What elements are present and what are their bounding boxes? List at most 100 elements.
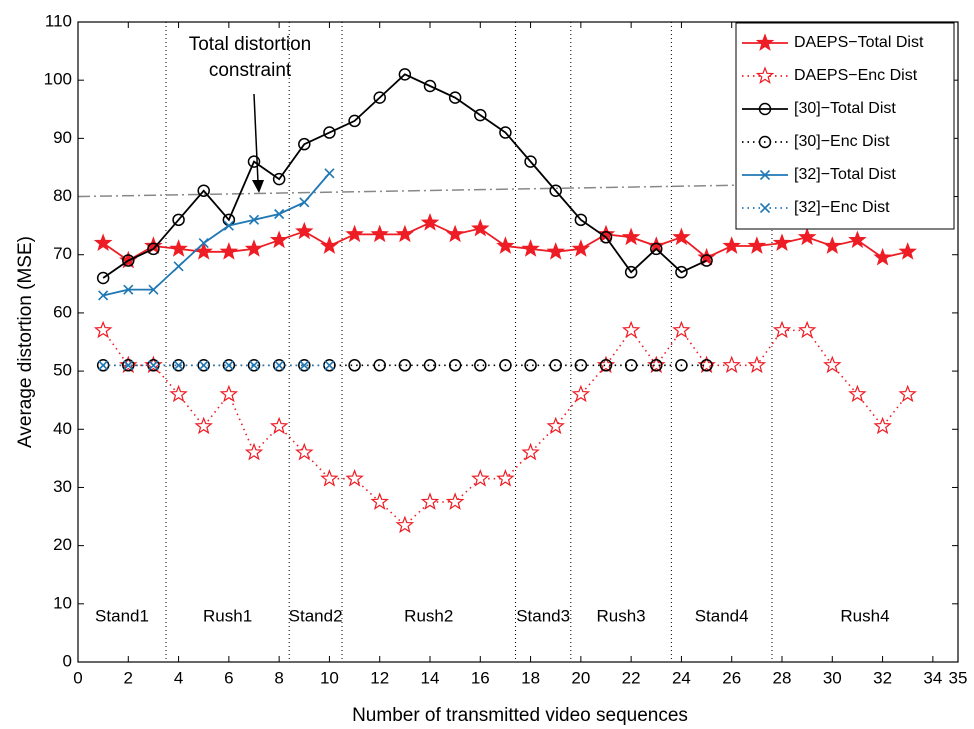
circle-marker	[700, 254, 713, 267]
x-tick-label: 30	[823, 668, 842, 687]
star-marker	[345, 468, 364, 487]
phase-label: Rush1	[203, 606, 252, 625]
x-tick-label: 24	[672, 668, 691, 687]
circle-marker	[599, 359, 613, 372]
legend-marker	[755, 33, 775, 51]
series-line	[102, 73, 707, 279]
star-marker	[546, 242, 565, 260]
y-tick-label: 40	[53, 419, 72, 438]
star-marker	[194, 242, 213, 260]
circle-marker	[448, 91, 462, 104]
x-marker	[148, 360, 159, 371]
y-tick-label: 60	[53, 302, 72, 321]
circle-marker	[574, 359, 588, 372]
star-marker	[370, 492, 389, 510]
star-marker	[621, 227, 641, 246]
star-marker	[93, 233, 113, 251]
star-marker	[772, 233, 792, 251]
circle-marker	[373, 91, 386, 104]
circle-marker	[423, 359, 437, 372]
annotation-arrow	[253, 93, 259, 183]
annotation-line: constraint	[209, 60, 292, 81]
circle-marker	[197, 184, 210, 197]
circle-marker	[222, 359, 236, 372]
star-marker	[169, 239, 188, 257]
legend-label: DAEPS−Total Dist	[794, 34, 924, 51]
phase-label: Stand2	[289, 606, 343, 625]
x-tick-label: 26	[722, 668, 741, 687]
x-tick-label: 14	[421, 668, 440, 687]
star-marker	[496, 468, 515, 487]
x-marker	[274, 360, 285, 371]
x-tick-label: 6	[224, 668, 233, 687]
star-marker	[471, 469, 490, 487]
circle-marker	[96, 271, 110, 285]
x-marker	[123, 360, 134, 371]
x-marker	[173, 360, 184, 371]
star-marker	[471, 218, 490, 237]
circle-marker	[624, 265, 638, 279]
x-tick-label: 2	[124, 668, 133, 687]
star-marker	[169, 384, 188, 403]
phase-label: Stand3	[516, 606, 570, 625]
y-tick-label: 90	[53, 128, 72, 147]
star-marker	[269, 230, 289, 249]
star-marker	[571, 384, 591, 403]
x-tick-label: 22	[622, 668, 641, 687]
y-tick-label: 110	[45, 11, 72, 30]
circle-marker	[272, 172, 286, 186]
x-tick-label: 10	[320, 668, 339, 687]
circle-marker	[172, 359, 185, 372]
circle-marker	[348, 114, 361, 128]
star-marker	[797, 320, 817, 339]
circle-marker	[197, 359, 210, 372]
phase-label: Stand1	[95, 606, 149, 625]
star-marker	[621, 320, 641, 339]
x-tick-label: 32	[873, 668, 892, 687]
x-marker	[324, 168, 335, 179]
star-marker	[672, 320, 691, 339]
annotation-arrowhead	[252, 180, 264, 193]
star-marker	[898, 242, 917, 260]
y-tick-label: 20	[53, 535, 72, 554]
star-marker	[848, 384, 867, 403]
y-tick-label: 80	[53, 186, 72, 205]
star-marker	[823, 236, 842, 254]
legend-label: [32]−Total Dist	[794, 166, 896, 183]
star-marker	[722, 236, 741, 254]
star-marker	[295, 221, 314, 240]
legend: DAEPS−Total Dist DAEPS−Enc Dist [30]−Total…	[735, 22, 955, 230]
star-marker	[571, 239, 591, 257]
star-marker	[395, 224, 415, 243]
x-marker	[173, 261, 184, 272]
circle-marker	[298, 359, 311, 372]
x-marker	[148, 284, 159, 295]
circle-marker	[448, 359, 462, 372]
x-marker	[299, 360, 310, 371]
star-marker	[93, 320, 113, 339]
circle-marker	[650, 242, 663, 256]
series-line	[102, 172, 331, 297]
legend-label: DAEPS−Enc Dist	[794, 67, 918, 84]
star-marker	[219, 242, 239, 260]
star-marker	[546, 416, 565, 435]
y-tick-label: 100	[44, 70, 72, 89]
x-marker	[299, 197, 310, 208]
x-axis-label: Number of transmitted video sequences	[352, 705, 688, 726]
circle-marker	[398, 359, 412, 372]
circle-marker	[298, 137, 311, 151]
circle-marker	[574, 213, 588, 227]
circle-marker	[423, 79, 437, 93]
circle-marker	[675, 359, 688, 372]
x-tick-label: 35	[949, 668, 968, 687]
legend-marker	[755, 66, 775, 84]
circle-marker	[650, 359, 663, 372]
x-marker	[123, 284, 134, 295]
y-tick-label: 30	[53, 477, 72, 496]
y-tick-label: 70	[53, 244, 72, 263]
star-marker	[345, 224, 364, 243]
x-tick-label: 20	[571, 668, 590, 687]
y-tick-label: 10	[53, 593, 72, 612]
x-marker	[198, 238, 209, 249]
